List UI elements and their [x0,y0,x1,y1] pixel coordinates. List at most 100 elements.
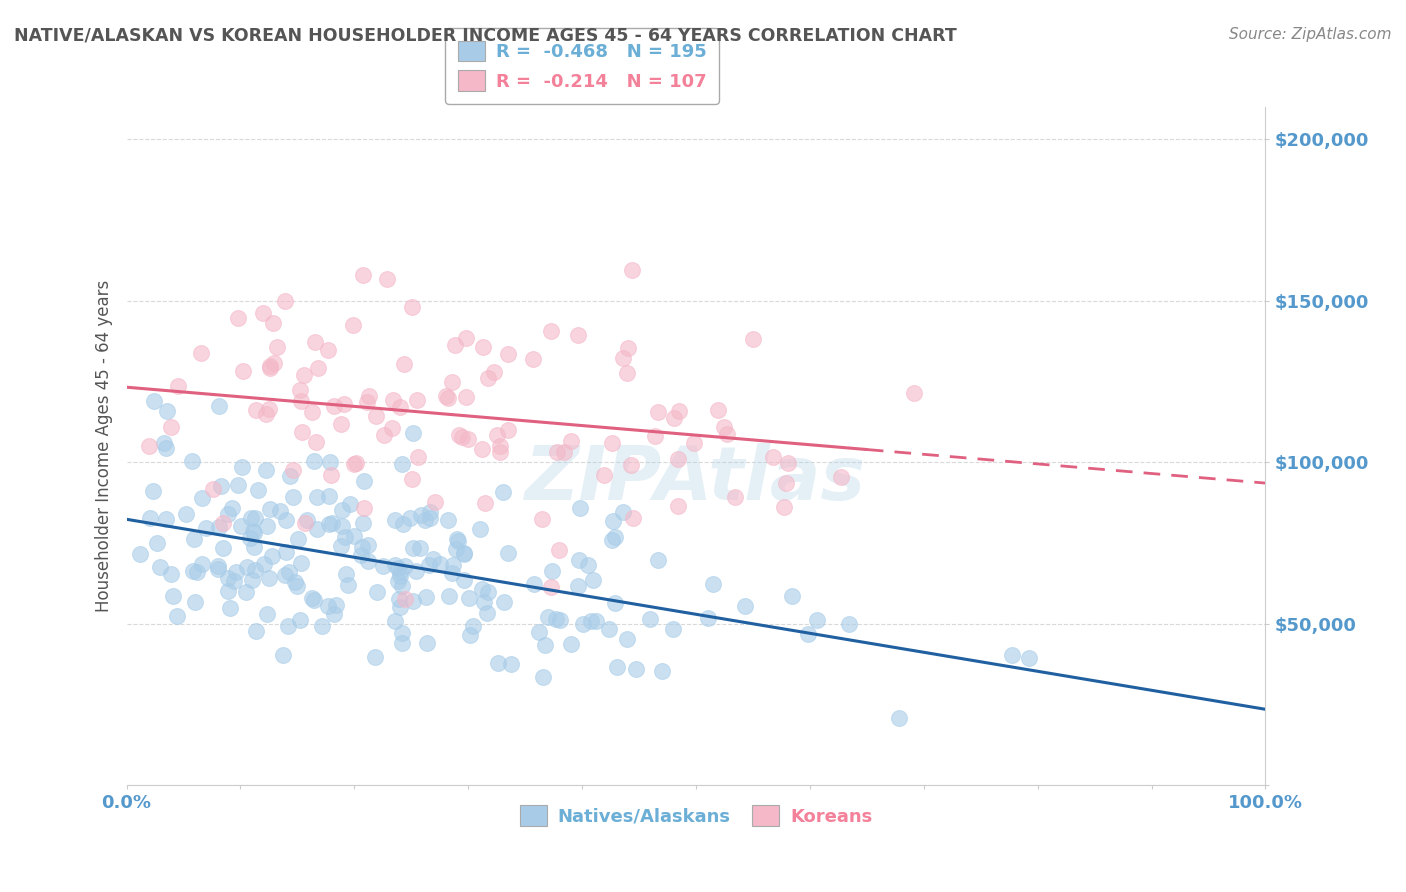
Point [553,445,575,459]
Point [441,375,464,389]
Point [336,578,359,592]
Point [288,613,311,627]
Point [225,565,247,579]
Point [707,403,730,417]
Point [612,351,634,366]
Point [620,263,643,277]
Point [444,541,467,556]
Point [143,394,166,409]
Point [290,557,312,571]
Point [366,584,388,599]
Point [522,351,544,366]
Point [401,301,423,315]
Point [486,428,509,442]
Point [256,518,278,533]
Point [254,463,277,477]
Point [256,607,278,622]
Point [305,490,328,504]
Point [243,525,266,540]
Point [304,334,326,349]
Point [138,439,160,453]
Point [330,539,353,553]
Point [301,405,323,419]
Point [537,610,560,624]
Point [307,361,329,376]
Point [290,425,312,439]
Point [160,420,183,434]
Point [838,616,860,631]
Point [245,402,267,417]
Point [247,483,270,497]
Point [612,505,634,519]
Point [457,432,479,446]
Point [666,452,689,467]
Point [419,511,441,525]
Point [259,361,281,376]
Point [647,553,669,567]
Point [186,565,208,579]
Point [278,469,301,483]
Point [568,553,591,567]
Point [394,591,416,606]
Point [456,390,478,404]
Point [155,512,177,526]
Point [651,665,673,679]
Point [332,396,354,410]
Point [149,560,172,574]
Point [263,356,285,370]
Point [183,532,205,546]
Point [302,593,325,607]
Point [245,511,267,525]
Point [292,368,315,383]
Point [458,628,481,642]
Point [242,524,264,538]
Point [257,402,280,417]
Point [741,332,763,346]
Point [302,453,325,467]
Point [830,470,852,484]
Point [605,596,627,610]
Point [647,404,669,418]
Point [290,394,312,409]
Point [330,503,353,517]
Point [775,475,797,490]
Point [218,601,240,615]
Point [408,450,430,464]
Point [773,500,796,514]
Point [353,475,375,489]
Point [254,407,277,421]
Point [806,613,828,627]
Point [496,423,519,437]
Point [797,627,820,641]
Point [166,379,188,393]
Point [139,511,162,525]
Point [391,636,413,650]
Point [716,427,738,442]
Point [217,571,239,585]
Point [616,366,638,380]
Point [471,582,494,597]
Point [724,490,747,504]
Legend: Natives/Alaskans, Koreans: Natives/Alaskans, Koreans [509,795,883,837]
Point [453,573,475,587]
Point [329,417,352,431]
Point [453,547,475,561]
Point [232,364,254,378]
Point [477,584,499,599]
Point [640,612,662,626]
Point [274,545,297,559]
Point [321,516,343,531]
Point [501,657,523,672]
Point [240,573,263,587]
Point [352,516,374,530]
Point [384,614,406,628]
Point [401,426,423,441]
Point [352,540,374,554]
Point [778,456,800,470]
Point [311,619,333,633]
Point [217,583,239,598]
Point [560,434,582,448]
Point [889,710,911,724]
Point [446,532,468,546]
Point [441,566,464,581]
